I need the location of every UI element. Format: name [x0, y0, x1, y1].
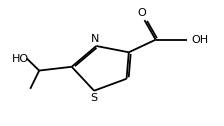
Text: O: O	[138, 8, 147, 18]
Text: HO: HO	[12, 54, 29, 64]
Text: S: S	[90, 93, 98, 103]
Text: N: N	[91, 34, 99, 44]
Text: OH: OH	[192, 35, 209, 45]
